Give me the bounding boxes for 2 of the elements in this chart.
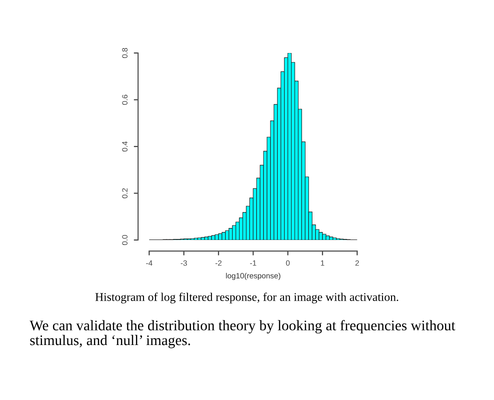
text: Histogram of log filtered response, for an image with activation. [95,292,398,304]
text: We can validate the distribution theory by looking at frequencies without stimulus, and ‘null’ images. [30,320,456,348]
